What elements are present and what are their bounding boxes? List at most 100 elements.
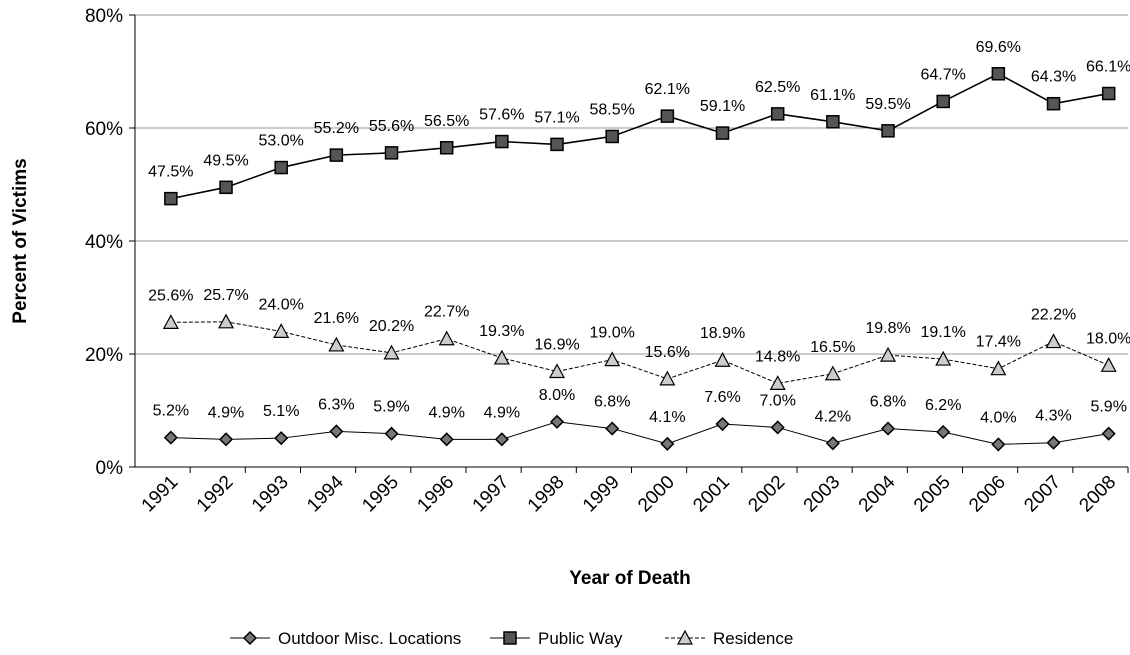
data-label: 4.9% xyxy=(428,404,464,421)
x-tick-label: 1999 xyxy=(579,472,624,517)
x-tick-label: 2001 xyxy=(689,472,734,517)
legend-label: Outdoor Misc. Locations xyxy=(278,629,461,648)
data-label: 4.9% xyxy=(208,404,244,421)
marker xyxy=(164,191,178,206)
marker xyxy=(1101,426,1116,441)
data-label: 7.0% xyxy=(759,392,795,409)
series-line xyxy=(170,72,1109,200)
marker xyxy=(503,631,517,645)
marker xyxy=(936,94,950,109)
data-label: 19.1% xyxy=(921,324,966,341)
data-label: 58.5% xyxy=(590,101,635,118)
marker xyxy=(383,344,400,360)
marker xyxy=(714,351,731,367)
marker xyxy=(770,107,785,121)
data-label: 17.4% xyxy=(976,334,1021,351)
marker xyxy=(242,630,258,646)
data-label: 6.8% xyxy=(870,394,906,411)
data-label: 69.6% xyxy=(976,39,1021,56)
x-tick-label: 1997 xyxy=(469,472,514,517)
series-line xyxy=(170,421,1109,445)
data-label: 55.6% xyxy=(369,118,414,135)
x-tick-label: 1991 xyxy=(138,472,183,517)
data-label: 5.9% xyxy=(373,399,409,416)
data-label: 15.6% xyxy=(645,344,690,361)
data-label: 57.6% xyxy=(479,107,524,124)
marker xyxy=(163,430,178,445)
data-label: 59.5% xyxy=(865,96,910,113)
marker xyxy=(329,424,344,439)
marker xyxy=(826,115,840,129)
marker xyxy=(439,141,454,155)
marker xyxy=(936,424,951,440)
data-label: 62.5% xyxy=(755,79,800,96)
x-axis-title: Year of Death xyxy=(569,568,690,589)
data-label: 19.3% xyxy=(479,323,524,340)
x-tick-label: 2002 xyxy=(744,472,789,517)
marker xyxy=(991,67,1006,81)
marker xyxy=(329,148,344,162)
data-label: 22.2% xyxy=(1031,307,1076,324)
y-tick-label: 40% xyxy=(85,232,123,253)
marker xyxy=(880,421,896,436)
marker xyxy=(493,349,510,365)
y-tick-label: 60% xyxy=(85,119,123,140)
marker xyxy=(328,336,345,352)
marker xyxy=(1045,333,1062,349)
marker xyxy=(1046,96,1061,111)
y-tick-label: 20% xyxy=(85,345,123,366)
data-label: 55.2% xyxy=(314,120,359,137)
x-tick-label: 1996 xyxy=(413,472,458,517)
data-label: 20.2% xyxy=(369,318,414,335)
data-label: 53.0% xyxy=(259,133,304,150)
marker xyxy=(494,432,509,447)
data-label: 6.2% xyxy=(925,397,961,414)
marker xyxy=(660,109,675,123)
data-label: 4.0% xyxy=(980,409,1016,426)
data-label: 19.0% xyxy=(590,325,635,342)
data-label: 64.7% xyxy=(921,66,966,83)
data-label: 22.7% xyxy=(424,304,469,321)
x-tick-label: 2003 xyxy=(800,472,845,517)
marker xyxy=(549,414,565,429)
data-label: 4.2% xyxy=(815,408,851,425)
marker xyxy=(880,346,897,362)
marker xyxy=(991,437,1006,452)
marker xyxy=(219,180,233,195)
data-label: 4.9% xyxy=(484,404,520,421)
data-label: 5.2% xyxy=(153,403,189,420)
data-label: 21.6% xyxy=(314,310,359,327)
data-label: 47.5% xyxy=(148,164,193,181)
data-label: 6.8% xyxy=(594,394,630,411)
marker xyxy=(273,323,290,338)
marker xyxy=(1100,357,1117,372)
marker xyxy=(218,313,235,329)
marker xyxy=(274,431,289,446)
data-label: 49.5% xyxy=(203,152,248,169)
marker xyxy=(605,421,620,436)
data-label: 25.6% xyxy=(148,287,193,304)
data-label: 14.8% xyxy=(755,348,800,365)
marker xyxy=(881,124,895,138)
marker xyxy=(550,137,564,152)
marker xyxy=(1101,86,1116,101)
marker xyxy=(218,432,234,447)
marker xyxy=(990,360,1007,376)
marker xyxy=(676,629,694,645)
marker xyxy=(495,134,509,149)
y-tick-label: 80% xyxy=(85,6,123,27)
data-label: 7.6% xyxy=(704,389,740,406)
marker xyxy=(162,314,179,329)
data-label: 25.7% xyxy=(203,287,248,304)
x-tick-label: 2004 xyxy=(855,471,900,516)
data-label: 4.3% xyxy=(1035,408,1071,425)
marker xyxy=(438,330,455,346)
marker xyxy=(660,436,675,451)
x-tick-label: 2007 xyxy=(1020,472,1065,517)
x-tick-label: 1994 xyxy=(303,471,348,516)
x-tick-label: 2000 xyxy=(634,472,679,517)
marker xyxy=(1046,435,1061,450)
data-label: 8.0% xyxy=(539,387,575,404)
marker xyxy=(769,375,786,390)
